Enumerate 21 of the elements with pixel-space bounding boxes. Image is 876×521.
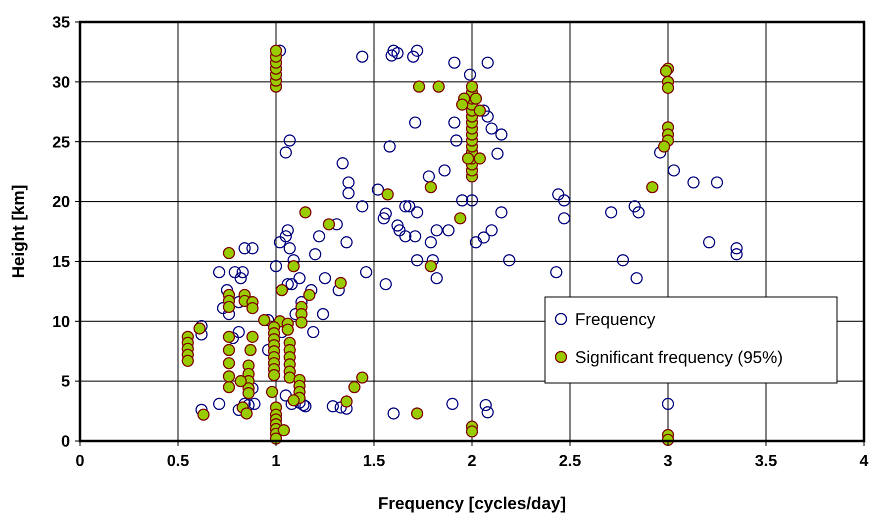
- x-tick-label: 2: [468, 453, 477, 470]
- x-tick-label: 3.5: [754, 453, 778, 470]
- x-tick-label: 1: [272, 453, 281, 470]
- x-tick-label: 4: [860, 453, 869, 470]
- x-tick-label: 1.5: [362, 453, 386, 470]
- y-tick-label: 15: [52, 254, 70, 272]
- x-axis-title: Frequency [cycles/day]: [378, 494, 566, 513]
- y-tick-label: 30: [52, 74, 70, 92]
- y-tick-label: 35: [52, 14, 70, 32]
- x-tick-label: 2.5: [558, 453, 582, 470]
- x-tick-label: 3: [664, 453, 673, 470]
- y-tick-label: 5: [61, 374, 70, 391]
- legend-label: Significant frequency (95%): [575, 348, 783, 367]
- y-tick-label: 25: [52, 134, 70, 152]
- x-tick-label: 0.5: [166, 453, 190, 470]
- legend-label: Frequency: [575, 310, 656, 329]
- y-tick-label: 20: [52, 194, 70, 212]
- x-tick-label: 0: [76, 453, 85, 470]
- y-tick-label: 10: [52, 314, 70, 331]
- y-axis-title: Height [km]: [9, 184, 28, 278]
- y-tick-label: 0: [61, 434, 70, 451]
